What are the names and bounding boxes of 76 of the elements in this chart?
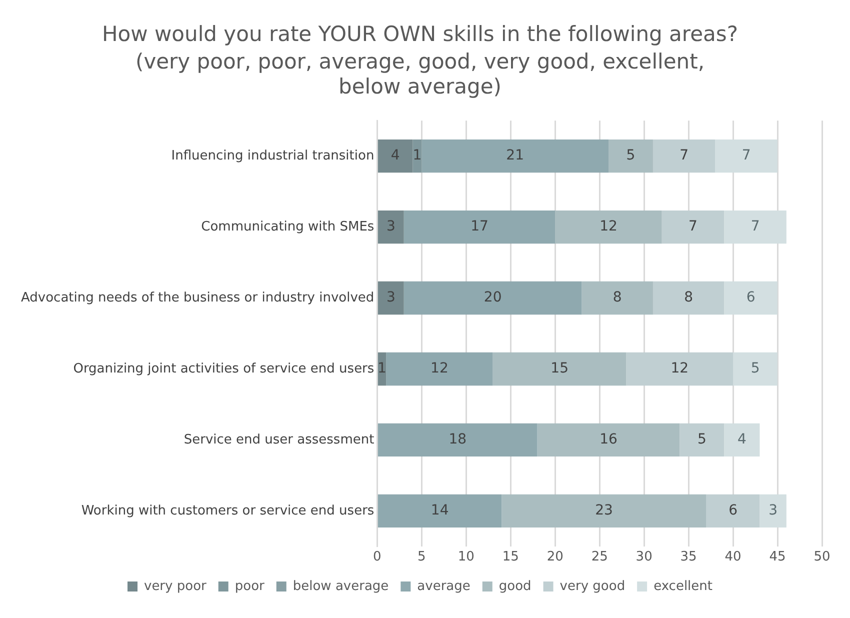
- data-label: 23: [595, 502, 613, 519]
- x-tick-label: 45: [769, 550, 786, 565]
- x-tick-label: 15: [502, 550, 519, 565]
- bar: [502, 494, 706, 528]
- data-label: 7: [750, 218, 760, 235]
- x-tick-label: 10: [458, 550, 474, 565]
- data-label: 7: [742, 148, 751, 164]
- bar: [537, 423, 680, 457]
- x-tick-label: 30: [636, 550, 652, 565]
- bar: [386, 352, 493, 386]
- bar: [404, 210, 556, 244]
- y-tick-label: Organizing joint activities of service end users: [73, 361, 374, 376]
- bar: [378, 423, 538, 457]
- legend-label: very poor: [144, 578, 208, 594]
- legend-label: very good: [560, 578, 626, 594]
- x-tick-label: 5: [418, 550, 426, 565]
- legend-label: below average: [292, 578, 389, 594]
- x-tick-label: 25: [591, 550, 608, 565]
- bar: [555, 210, 662, 244]
- bar: [706, 494, 760, 528]
- y-tick-label: Communicating with SMEs: [201, 219, 374, 234]
- bar: [662, 210, 724, 244]
- data-label: 6: [728, 502, 738, 519]
- data-label: 3: [768, 502, 778, 519]
- data-label: 16: [600, 432, 618, 448]
- bar: [626, 352, 734, 386]
- x-tick-label: 40: [724, 550, 742, 565]
- data-label: 18: [448, 432, 467, 448]
- bar: [652, 281, 724, 315]
- data-label: 20: [484, 290, 502, 306]
- data-label: 5: [697, 432, 706, 448]
- bar: [378, 494, 502, 528]
- y-tick-label: Influencing industrial transition: [171, 148, 374, 164]
- data-label: 8: [684, 290, 694, 306]
- bar: [422, 139, 608, 173]
- bar: [378, 139, 413, 173]
- bar: [378, 210, 404, 244]
- y-tick-label: Advocating needs of the business or industry involved: [20, 290, 374, 306]
- bar: [378, 281, 404, 315]
- data-label: 15: [550, 360, 568, 377]
- x-tick-label: 50: [814, 550, 830, 565]
- x-tick-label: 20: [546, 550, 564, 565]
- data-label: 1: [412, 148, 422, 164]
- y-tick-label: Working with customers or service end users: [81, 503, 374, 518]
- legend-label: average: [417, 578, 470, 594]
- bar: [680, 423, 724, 457]
- data-label: 4: [737, 432, 746, 448]
- data-label: 3: [386, 218, 396, 235]
- legend-label: poor: [234, 578, 266, 594]
- bar: [582, 281, 653, 315]
- data-label: 1: [378, 360, 386, 377]
- data-label: 6: [746, 290, 756, 306]
- data-label: 5: [750, 360, 760, 377]
- data-label: 4: [390, 148, 400, 164]
- chart-title: How would you rate YOUR OWN skills in the following areas?: [102, 22, 738, 46]
- data-label: 5: [626, 148, 636, 164]
- data-label: 12: [430, 360, 448, 377]
- y-tick-label: Service end user assessment: [184, 432, 374, 448]
- bar: [608, 139, 653, 173]
- data-label: 17: [470, 218, 488, 235]
- legend-label: good: [498, 578, 532, 594]
- data-label: 7: [688, 218, 698, 235]
- data-label: 21: [506, 148, 524, 164]
- x-tick-label: 35: [680, 550, 697, 565]
- data-label: 14: [430, 502, 449, 519]
- bar: [652, 139, 716, 173]
- data-label: 8: [612, 290, 622, 306]
- bar: [404, 281, 582, 315]
- x-tick-label: 0: [373, 550, 382, 565]
- bar: [492, 352, 626, 386]
- chart-subtitle: (very poor, poor, average, good, very good, excellent, below average): [136, 49, 704, 98]
- data-label: 3: [386, 290, 396, 306]
- data-label: 7: [680, 148, 689, 164]
- data-label: 12: [600, 218, 618, 235]
- legend-label: excellent: [654, 578, 713, 594]
- data-label: 12: [670, 360, 689, 377]
